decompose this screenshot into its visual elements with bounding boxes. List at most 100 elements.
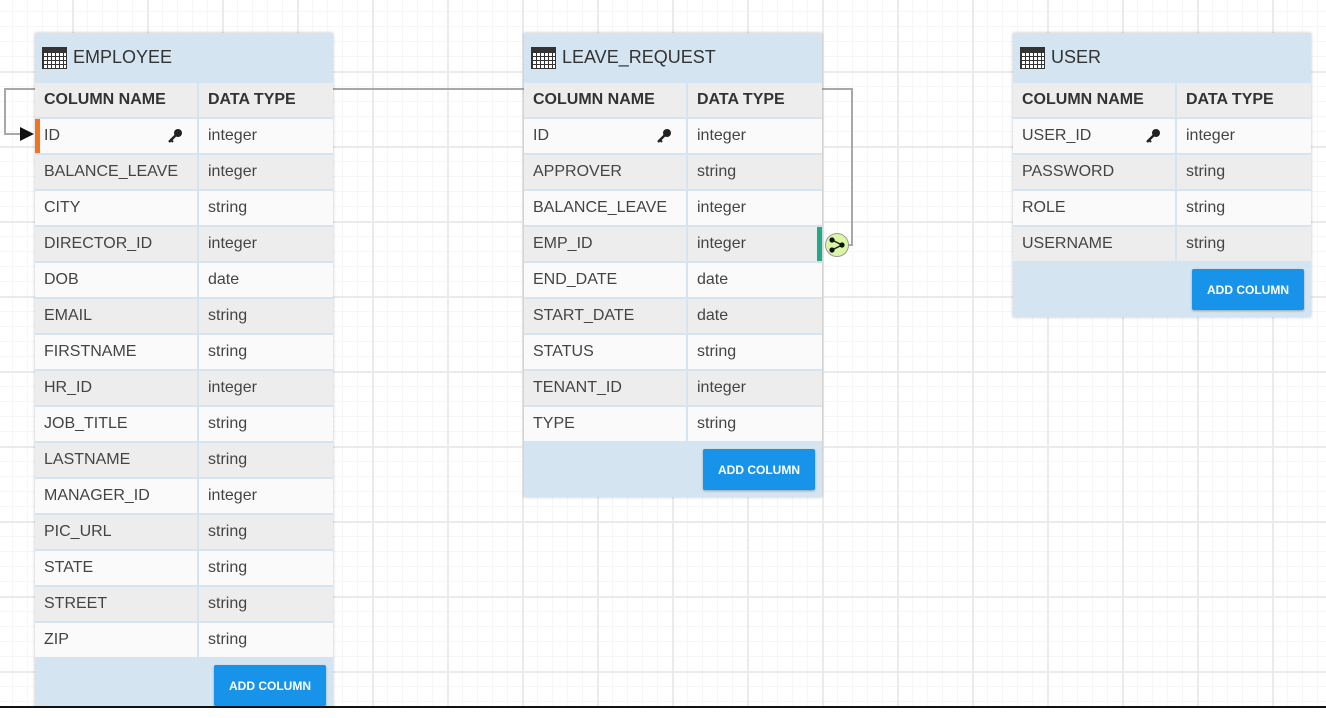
- column-name-cell[interactable]: BALANCE_LEAVE: [35, 155, 197, 189]
- table-header[interactable]: LEAVE_REQUEST: [524, 33, 822, 82]
- table-name: EMPLOYEE: [73, 47, 173, 67]
- table-row[interactable]: HR_ID integer: [35, 370, 333, 406]
- column-name-cell[interactable]: ZIP: [35, 623, 197, 657]
- data-type-cell[interactable]: integer: [199, 227, 333, 261]
- add-column-button[interactable]: ADD COLUMN: [214, 665, 326, 706]
- column-name-cell[interactable]: TYPE: [524, 407, 686, 441]
- table-row[interactable]: START_DATE date: [524, 298, 822, 334]
- table-row[interactable]: DOB date: [35, 262, 333, 298]
- column-name-cell[interactable]: DOB: [35, 263, 197, 297]
- table-row[interactable]: STATUS string: [524, 334, 822, 370]
- data-type-cell[interactable]: date: [688, 263, 822, 297]
- table-row[interactable]: STATE string: [35, 550, 333, 586]
- table-row[interactable]: EMP_ID integer: [524, 226, 822, 262]
- column-name-cell[interactable]: STATE: [35, 551, 197, 585]
- data-type-cell[interactable]: string: [199, 299, 333, 333]
- data-type-cell[interactable]: string: [1177, 155, 1311, 189]
- table-row[interactable]: MANAGER_ID integer: [35, 478, 333, 514]
- column-name-cell[interactable]: ID: [524, 119, 686, 153]
- table-row[interactable]: USERNAME string: [1013, 226, 1311, 262]
- table-row[interactable]: APPROVER string: [524, 154, 822, 190]
- column-name-cell[interactable]: EMP_ID: [524, 227, 686, 261]
- table-header[interactable]: EMPLOYEE: [35, 33, 333, 82]
- relation-node-icon[interactable]: [825, 233, 849, 257]
- column-name-cell[interactable]: USERNAME: [1013, 227, 1175, 261]
- data-type-cell[interactable]: integer: [688, 119, 822, 153]
- table-row[interactable]: BALANCE_LEAVE integer: [35, 154, 333, 190]
- table-row[interactable]: ZIP string: [35, 622, 333, 658]
- column-name-cell[interactable]: DIRECTOR_ID: [35, 227, 197, 261]
- column-name-cell[interactable]: PIC_URL: [35, 515, 197, 549]
- column-name-cell[interactable]: ROLE: [1013, 191, 1175, 225]
- table-row[interactable]: PASSWORD string: [1013, 154, 1311, 190]
- column-name: APPROVER: [533, 163, 622, 180]
- data-type-cell[interactable]: string: [688, 407, 822, 441]
- table-row[interactable]: ROLE string: [1013, 190, 1311, 226]
- data-type-cell[interactable]: date: [688, 299, 822, 333]
- data-type-cell[interactable]: integer: [688, 227, 822, 261]
- column-name-cell[interactable]: END_DATE: [524, 263, 686, 297]
- column-name-cell[interactable]: ID: [35, 119, 197, 153]
- column-name-cell[interactable]: BALANCE_LEAVE: [524, 191, 686, 225]
- data-type-cell[interactable]: string: [688, 335, 822, 369]
- data-type-cell[interactable]: integer: [688, 191, 822, 225]
- table-row[interactable]: LASTNAME string: [35, 442, 333, 478]
- column-name-cell[interactable]: USER_ID: [1013, 119, 1175, 153]
- add-column-button[interactable]: ADD COLUMN: [1192, 269, 1304, 310]
- data-type-cell[interactable]: integer: [199, 155, 333, 189]
- data-type-cell[interactable]: string: [199, 443, 333, 477]
- data-type-cell[interactable]: string: [688, 155, 822, 189]
- table-row[interactable]: DIRECTOR_ID integer: [35, 226, 333, 262]
- table-row[interactable]: END_DATE date: [524, 262, 822, 298]
- table-row[interactable]: STREET string: [35, 586, 333, 622]
- column-name-cell[interactable]: APPROVER: [524, 155, 686, 189]
- data-type-cell[interactable]: integer: [688, 371, 822, 405]
- data-type-cell[interactable]: string: [199, 587, 333, 621]
- table-row[interactable]: FIRSTNAME string: [35, 334, 333, 370]
- column-name-cell[interactable]: STREET: [35, 587, 197, 621]
- column-name-cell[interactable]: START_DATE: [524, 299, 686, 333]
- data-type-cell[interactable]: integer: [1177, 119, 1311, 153]
- column-name-cell[interactable]: CITY: [35, 191, 197, 225]
- table-header[interactable]: USER: [1013, 33, 1311, 82]
- data-type-cell[interactable]: string: [199, 191, 333, 225]
- data-type-cell[interactable]: string: [199, 623, 333, 657]
- data-type-cell[interactable]: string: [199, 407, 333, 441]
- column-name-cell[interactable]: TENANT_ID: [524, 371, 686, 405]
- data-type-header: DATA TYPE: [688, 83, 822, 117]
- table-row[interactable]: TENANT_ID integer: [524, 370, 822, 406]
- column-name-cell[interactable]: MANAGER_ID: [35, 479, 197, 513]
- table-row[interactable]: JOB_TITLE string: [35, 406, 333, 442]
- table-row[interactable]: USER_ID integer: [1013, 118, 1311, 154]
- data-type-cell[interactable]: integer: [199, 119, 333, 153]
- table-row[interactable]: CITY string: [35, 190, 333, 226]
- table-row[interactable]: BALANCE_LEAVE integer: [524, 190, 822, 226]
- column-name-cell[interactable]: EMAIL: [35, 299, 197, 333]
- data-type-cell[interactable]: string: [199, 335, 333, 369]
- table-leave-request[interactable]: LEAVE_REQUEST COLUMN NAME DATA TYPE ID integ…: [524, 33, 822, 497]
- data-type-cell[interactable]: date: [199, 263, 333, 297]
- table-row[interactable]: EMAIL string: [35, 298, 333, 334]
- column-name-cell[interactable]: FIRSTNAME: [35, 335, 197, 369]
- data-type-cell[interactable]: string: [199, 515, 333, 549]
- column-name-cell[interactable]: JOB_TITLE: [35, 407, 197, 441]
- column-name-cell[interactable]: LASTNAME: [35, 443, 197, 477]
- table-user[interactable]: USER COLUMN NAME DATA TYPE USER_ID integer PA…: [1013, 33, 1311, 317]
- table-row[interactable]: ID integer: [524, 118, 822, 154]
- data-type-cell[interactable]: string: [1177, 227, 1311, 261]
- table-row[interactable]: PIC_URL string: [35, 514, 333, 550]
- data-type-cell[interactable]: integer: [199, 479, 333, 513]
- data-type-cell[interactable]: string: [1177, 191, 1311, 225]
- column-name-cell[interactable]: STATUS: [524, 335, 686, 369]
- add-column-button[interactable]: ADD COLUMN: [703, 449, 815, 490]
- data-type-cell[interactable]: integer: [199, 371, 333, 405]
- table-row[interactable]: ID integer: [35, 118, 333, 154]
- column-name-cell[interactable]: PASSWORD: [1013, 155, 1175, 189]
- table-row[interactable]: TYPE string: [524, 406, 822, 442]
- table-employee[interactable]: EMPLOYEE COLUMN NAME DATA TYPE ID integer BAL…: [35, 33, 333, 707]
- column-name-header: COLUMN NAME: [524, 83, 686, 117]
- column-name-cell[interactable]: HR_ID: [35, 371, 197, 405]
- data-type-cell[interactable]: string: [199, 551, 333, 585]
